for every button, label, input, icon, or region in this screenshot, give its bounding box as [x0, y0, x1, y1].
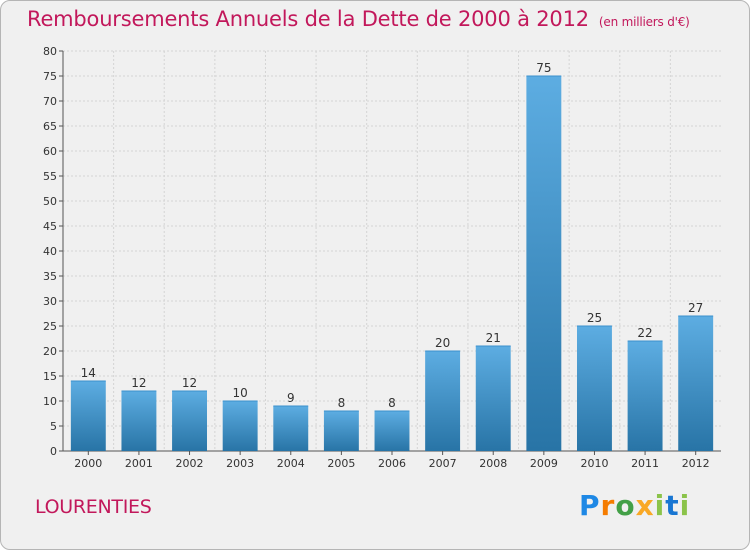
bar-2012	[678, 316, 714, 451]
y-tick-label: 5	[50, 420, 57, 433]
x-tick-label-2003: 2003	[226, 457, 254, 470]
y-tick-label: 30	[43, 295, 57, 308]
y-tick-label: 20	[43, 345, 57, 358]
x-tick-label-2002: 2002	[176, 457, 204, 470]
x-tick-label-2000: 2000	[74, 457, 102, 470]
label-layer: 14 12 12 10 9 8 8 20 21 75 25 22 27	[81, 61, 704, 410]
y-tick-label: 80	[43, 45, 57, 58]
x-tick-label-2001: 2001	[125, 457, 153, 470]
x-tick-label-2009: 2009	[530, 457, 558, 470]
data-label-2003: 10	[233, 386, 248, 400]
y-tick-label: 35	[43, 270, 57, 283]
x-tick-label-2010: 2010	[580, 457, 608, 470]
x-tick-label-2011: 2011	[631, 457, 659, 470]
y-tick-label: 55	[43, 170, 57, 183]
bar-2008	[475, 346, 511, 451]
bar-2003	[222, 401, 258, 451]
x-tick-label-2007: 2007	[429, 457, 457, 470]
y-tick-label: 25	[43, 320, 57, 333]
chart-title: Remboursements Annuels de la Dette de 20…	[27, 7, 690, 31]
bar-layer	[70, 75, 714, 451]
y-tick-label: 45	[43, 220, 57, 233]
x-tick-label-2004: 2004	[277, 457, 305, 470]
data-label-2008: 21	[486, 331, 501, 345]
y-tick-label: 60	[43, 145, 57, 158]
data-label-2009: 75	[536, 61, 551, 75]
y-tick-label: 0	[50, 445, 57, 458]
data-label-2001: 12	[131, 376, 146, 390]
y-tick-label: 65	[43, 120, 57, 133]
bar-2002	[172, 391, 208, 451]
x-tick-label-2006: 2006	[378, 457, 406, 470]
x-tick-label-2005: 2005	[327, 457, 355, 470]
data-label-2005: 8	[338, 396, 346, 410]
bar-2001	[121, 391, 157, 451]
bar-2011	[627, 341, 663, 451]
bar-2007	[425, 351, 461, 451]
proxiti-logo: Proxiti	[579, 489, 691, 522]
y-tick-label: 50	[43, 195, 57, 208]
data-label-2000: 14	[81, 366, 96, 380]
data-label-2011: 22	[637, 326, 652, 340]
data-label-2004: 9	[287, 391, 295, 405]
bar-2006	[374, 411, 410, 451]
chart-unit: (en milliers d'€)	[598, 15, 690, 29]
bar-2010	[576, 326, 612, 451]
data-label-2012: 27	[688, 301, 703, 315]
y-tick-label: 10	[43, 395, 57, 408]
y-tick-label: 40	[43, 245, 57, 258]
bar-2004	[273, 406, 309, 451]
commune-name: LOURENTIES	[35, 496, 152, 518]
data-label-2010: 25	[587, 311, 602, 325]
x-tick-label-2012: 2012	[682, 457, 710, 470]
chart-title-text: Remboursements Annuels de la Dette de 20…	[27, 7, 589, 31]
data-label-2002: 12	[182, 376, 197, 390]
grid-layer	[63, 50, 721, 452]
bar-2000	[70, 381, 106, 451]
y-tick-label: 75	[43, 70, 57, 83]
bar-2009	[526, 76, 562, 451]
x-tick-label-2008: 2008	[479, 457, 507, 470]
bar-2005	[323, 411, 359, 451]
y-tick-label: 70	[43, 95, 57, 108]
data-label-2007: 20	[435, 336, 450, 350]
data-label-2006: 8	[388, 396, 396, 410]
y-tick-label: 15	[43, 370, 57, 383]
